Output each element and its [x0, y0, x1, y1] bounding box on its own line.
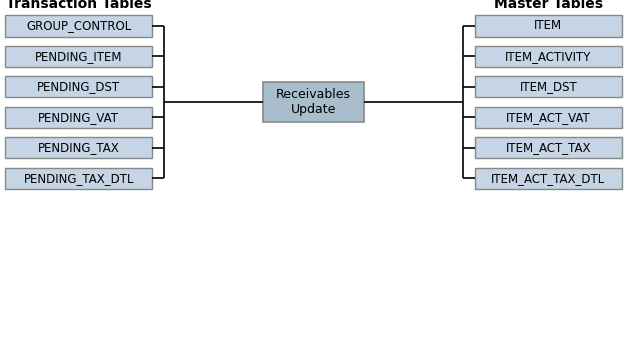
Text: ITEM: ITEM: [534, 19, 562, 32]
Text: ITEM_ACT_TAX: ITEM_ACT_TAX: [505, 141, 591, 154]
FancyBboxPatch shape: [475, 168, 622, 189]
FancyBboxPatch shape: [5, 46, 152, 67]
FancyBboxPatch shape: [5, 76, 152, 97]
FancyBboxPatch shape: [5, 107, 152, 128]
FancyBboxPatch shape: [5, 168, 152, 189]
Text: ITEM_ACT_VAT: ITEM_ACT_VAT: [506, 111, 591, 124]
Text: Receivables
Update: Receivables Update: [276, 88, 351, 116]
Text: PENDING_TAX_DTL: PENDING_TAX_DTL: [23, 172, 134, 185]
FancyBboxPatch shape: [475, 137, 622, 158]
Text: ITEM_DST: ITEM_DST: [519, 80, 577, 93]
Text: PENDING_VAT: PENDING_VAT: [38, 111, 119, 124]
FancyBboxPatch shape: [5, 15, 152, 37]
Text: PENDING_TAX: PENDING_TAX: [38, 141, 120, 154]
FancyBboxPatch shape: [475, 76, 622, 97]
FancyBboxPatch shape: [5, 137, 152, 158]
Text: Master Tables: Master Tables: [494, 0, 603, 11]
FancyBboxPatch shape: [475, 46, 622, 67]
FancyBboxPatch shape: [475, 107, 622, 128]
Text: PENDING_ITEM: PENDING_ITEM: [35, 50, 122, 63]
FancyBboxPatch shape: [475, 15, 622, 37]
FancyBboxPatch shape: [263, 82, 364, 122]
Text: ITEM_ACT_TAX_DTL: ITEM_ACT_TAX_DTL: [491, 172, 606, 185]
Text: ITEM_ACTIVITY: ITEM_ACTIVITY: [505, 50, 591, 63]
Text: GROUP_CONTROL: GROUP_CONTROL: [26, 19, 131, 32]
Text: Transaction Tables: Transaction Tables: [6, 0, 152, 11]
Text: PENDING_DST: PENDING_DST: [37, 80, 120, 93]
